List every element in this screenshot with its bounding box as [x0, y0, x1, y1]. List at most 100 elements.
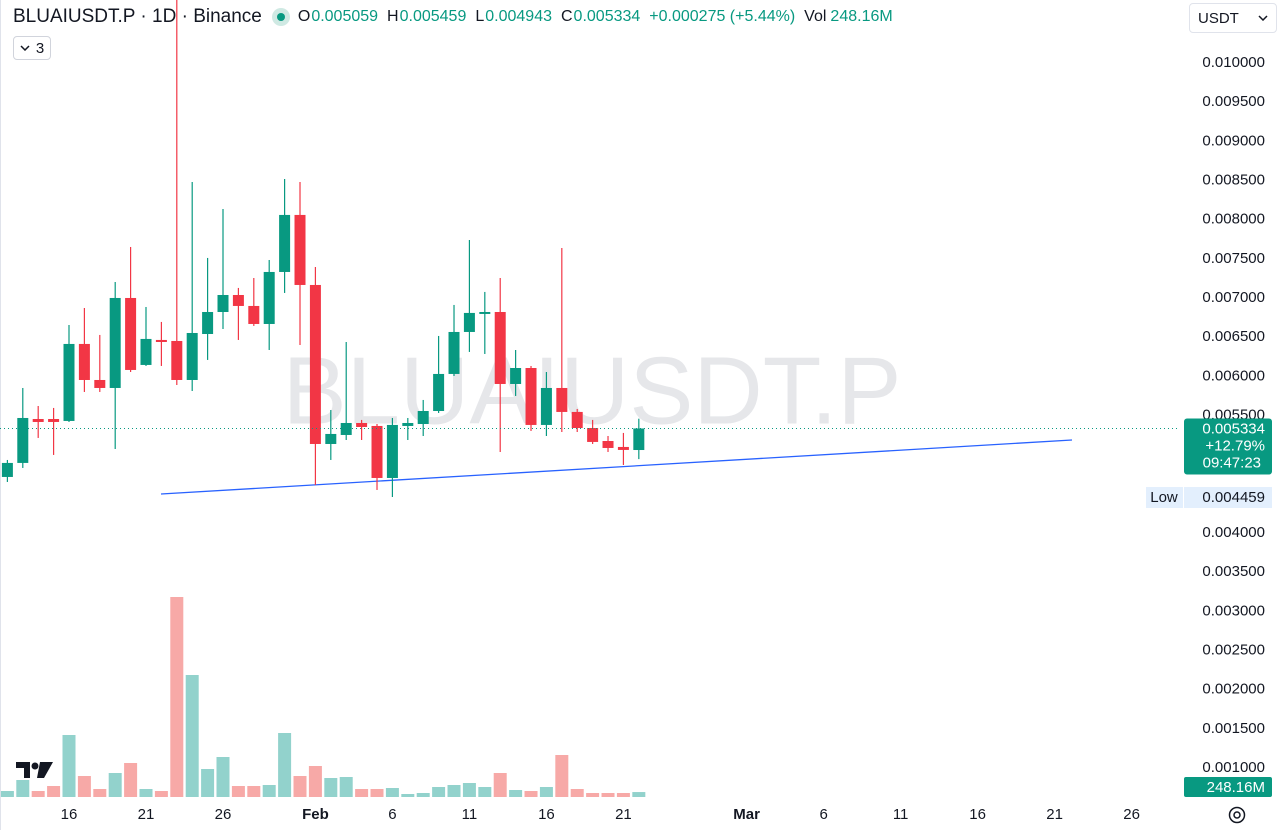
price-badge-countdown: 09:47:23	[1203, 454, 1261, 471]
legend-header: BLUAIUSDT.P · 1D · Binance O 0.005059 H …	[13, 6, 902, 28]
volume-bar	[185, 675, 199, 797]
candle-body	[94, 379, 106, 388]
volume-bar	[462, 783, 476, 797]
volume-bar	[47, 786, 61, 797]
volume-bar	[324, 778, 338, 797]
candle-body	[140, 338, 152, 365]
indicators-toggle[interactable]: 3	[13, 36, 51, 60]
candle-body	[617, 446, 629, 450]
volume-unit: M	[879, 8, 893, 25]
x-tick-label: 6	[819, 806, 827, 823]
candle-body	[494, 311, 506, 384]
candle-body	[109, 297, 121, 388]
volume-bar	[524, 791, 538, 797]
candle-body	[417, 411, 429, 425]
candle-body	[309, 284, 321, 444]
x-tick-label: 16	[538, 806, 555, 823]
volume-badge-unit: M	[1253, 779, 1266, 796]
y-tick-label: 0.009500	[1202, 93, 1265, 110]
candle-body	[587, 428, 599, 442]
volume-bar	[262, 785, 276, 797]
volume-bar	[509, 790, 523, 797]
open-value: 0.005059	[311, 8, 379, 25]
y-tick-label: 0.003500	[1202, 563, 1265, 580]
settings-icon[interactable]	[1228, 806, 1246, 824]
x-tick-label: 16	[61, 806, 78, 823]
candle-body	[356, 422, 368, 427]
volume-bar	[416, 793, 430, 797]
open-label: O	[297, 8, 311, 25]
volume-bar	[555, 755, 569, 797]
x-tick-label: 11	[462, 806, 478, 823]
volume-bar	[293, 776, 307, 797]
chevron	[20, 45, 30, 51]
candle-body	[340, 422, 352, 435]
candle-body	[32, 418, 44, 422]
candle-body	[171, 340, 183, 380]
volume-bar	[355, 789, 369, 797]
volume-bar	[154, 791, 168, 797]
low-badge-value: 0.004459	[1202, 489, 1265, 506]
price-badge-value: 0.005334	[1202, 420, 1265, 437]
x-tick-label: 26	[1123, 806, 1140, 823]
y-tick-label: 0.008500	[1202, 171, 1265, 188]
axis-layer: 0.001000 0.001500 0.002000 0.002500 0.003000…	[61, 54, 1265, 823]
volume-bar	[31, 791, 45, 797]
trend-line	[160, 439, 1073, 495]
y-tick-label: 0.009000	[1202, 132, 1265, 149]
volume-bar	[308, 766, 322, 797]
volume-badge	[1184, 777, 1272, 797]
volume-bar	[570, 789, 584, 797]
y-tick-label: 0.002500	[1202, 641, 1265, 658]
volume-bar	[108, 773, 122, 797]
candle-body	[63, 343, 75, 421]
candle-body	[463, 312, 475, 332]
y-tick-label: 0.002000	[1202, 681, 1265, 698]
candle-body	[433, 373, 445, 412]
candle-body	[556, 387, 568, 412]
symbol[interactable]: BLUAIUSDT.P · 1D · Binance	[13, 6, 262, 27]
candle-body	[125, 297, 137, 370]
candle-body	[540, 387, 552, 425]
candle-body	[479, 311, 491, 314]
candle-body	[386, 424, 398, 478]
candle-body	[279, 214, 291, 272]
x-tick-label: 26	[215, 806, 232, 823]
candle-body	[1, 462, 13, 477]
volume-bar	[616, 793, 630, 797]
candle-body	[155, 339, 167, 342]
x-tick-label: Mar	[733, 806, 760, 823]
y-tick-label: 0.001000	[1202, 759, 1265, 776]
volume-bar	[432, 787, 446, 797]
candle-body	[571, 411, 583, 429]
candle-body	[525, 368, 537, 425]
volume-bar	[93, 789, 107, 797]
volume-bar	[601, 793, 615, 797]
volume-bar	[339, 777, 353, 797]
low-badge-label-bg	[1146, 487, 1183, 509]
y-tick-label: 0.010000	[1202, 54, 1265, 71]
candle-body	[48, 418, 60, 422]
x-tick-label: Feb	[302, 806, 329, 823]
volume-badge-text: 248.16M	[1207, 779, 1265, 796]
y-tick-label: 0.007000	[1202, 289, 1265, 306]
volume-bar	[216, 757, 230, 797]
x-tick-label: 16	[969, 806, 986, 823]
candle-body	[402, 422, 414, 426]
y-tick-label: 0.001500	[1202, 720, 1265, 737]
change: +0.000275 (+5.44%)	[649, 8, 796, 25]
currency-select[interactable]: USDT	[1189, 3, 1277, 33]
x-tick-label: 6	[388, 806, 396, 823]
price-badge-change: +12.79%	[1205, 437, 1265, 454]
x-tick-label: 21	[1046, 806, 1063, 823]
volume-bar	[370, 789, 384, 797]
watermark: BLUAIUSDT.P	[283, 337, 902, 444]
high-label: H	[387, 8, 399, 25]
close-label: C	[560, 8, 573, 25]
status-dot	[271, 8, 290, 26]
currency: USDT	[1198, 9, 1239, 27]
volume-bar	[385, 788, 399, 797]
volume-bar	[201, 769, 215, 797]
plot-layer	[0, 0, 1180, 797]
low-badge-label: Low	[1150, 489, 1178, 506]
